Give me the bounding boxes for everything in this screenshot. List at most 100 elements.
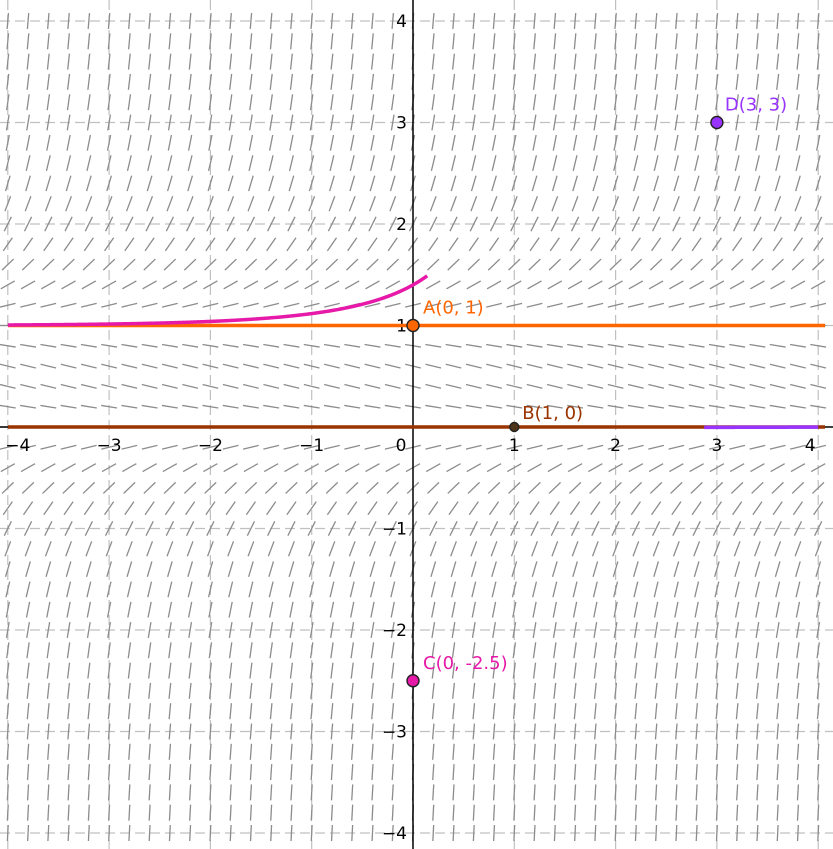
slope-segment <box>470 195 478 212</box>
slope-segment <box>161 404 178 409</box>
slope-segment <box>187 581 193 598</box>
slope-segment <box>26 784 30 801</box>
slope-segment <box>329 175 335 192</box>
slope-segment <box>25 581 31 598</box>
slope-segment <box>511 175 518 192</box>
slope-segment <box>776 12 779 30</box>
point-C[interactable] <box>406 674 420 688</box>
slope-segment <box>85 541 93 557</box>
slope-segment <box>87 94 91 111</box>
point-B[interactable] <box>509 421 520 433</box>
slope-segment <box>46 622 51 638</box>
slope-segment <box>269 703 273 720</box>
slope-segment <box>432 824 435 842</box>
slope-segment <box>736 824 739 842</box>
slope-segment <box>80 383 97 389</box>
slope-segment <box>284 280 299 290</box>
slope-segment <box>164 237 175 252</box>
slope-segment <box>249 12 253 30</box>
slope-segment <box>594 804 597 821</box>
slope-segment <box>370 73 375 90</box>
slope-segment <box>472 642 476 659</box>
slope-segment <box>26 73 30 90</box>
slope-segment <box>269 114 274 131</box>
slope-segment <box>303 363 320 369</box>
slope-segment <box>472 764 475 781</box>
slope-segment <box>148 703 152 720</box>
slope-segment <box>471 601 476 618</box>
slope-segment <box>202 383 219 389</box>
slope-segment <box>370 682 374 699</box>
slope-segment <box>753 541 761 557</box>
slope-segment <box>391 824 394 842</box>
slope-segment <box>326 237 338 252</box>
slope-segment <box>344 444 361 450</box>
slope-segment <box>674 114 679 131</box>
slope-segment <box>228 134 233 151</box>
slope-segment <box>108 824 111 842</box>
slope-segment <box>810 383 827 389</box>
slope-segment <box>101 404 118 409</box>
slope-segment <box>573 723 577 740</box>
slope-segment <box>349 175 356 192</box>
slope-segment <box>145 521 154 536</box>
slope-segment <box>127 642 132 659</box>
slope-segment <box>451 622 456 638</box>
slope-segment <box>451 134 456 151</box>
slope-segment <box>208 682 212 699</box>
slope-segment <box>168 784 172 801</box>
slope-segment <box>101 463 117 473</box>
slope-segment <box>40 383 57 389</box>
slope-segment <box>612 175 619 192</box>
slope-segment <box>44 521 53 536</box>
slope-segment <box>248 561 254 577</box>
slope-segment <box>385 280 401 290</box>
slope-segment <box>286 237 297 252</box>
slope-segment <box>330 764 334 781</box>
slope-segment <box>816 622 821 638</box>
slope-segment <box>61 463 76 473</box>
point-A[interactable] <box>406 318 420 333</box>
slope-segment <box>630 501 641 516</box>
slope-segment <box>168 703 172 720</box>
slope-segment <box>229 73 233 90</box>
slope-segment <box>734 581 740 598</box>
slope-segment <box>695 662 699 679</box>
slope-segment <box>817 784 820 801</box>
point-D[interactable] <box>710 115 724 130</box>
slope-segment <box>790 280 806 290</box>
slope-segment <box>65 541 73 557</box>
slope-segment <box>345 481 359 494</box>
slope-segment <box>791 481 805 494</box>
slope-segment <box>60 444 77 450</box>
slope-segment <box>573 784 577 801</box>
x-tick-label: 4 <box>805 436 816 456</box>
slope-segment <box>775 94 780 111</box>
slope-segment <box>671 237 682 252</box>
slope-segment <box>167 581 173 598</box>
slope-segment <box>734 561 741 577</box>
slope-segment <box>390 622 395 638</box>
slope-segment <box>815 561 822 577</box>
slope-segment <box>492 94 496 111</box>
slope-segment <box>431 662 435 679</box>
slope-segment <box>752 501 763 516</box>
slope-segment <box>769 404 786 409</box>
slope-segment <box>105 195 113 212</box>
slope-segment <box>47 764 50 781</box>
slope-segment <box>269 682 273 699</box>
slope-segment <box>121 383 138 389</box>
slope-segment <box>486 343 503 348</box>
slope-segment <box>249 743 253 760</box>
slope-segment <box>128 804 131 821</box>
slope-segment <box>572 134 578 151</box>
slope-segment <box>80 444 97 450</box>
slope-segment <box>389 541 397 557</box>
slope-segment <box>445 343 462 348</box>
slope-segment <box>668 404 685 409</box>
slope-segment <box>67 764 70 781</box>
slope-segment <box>141 444 158 450</box>
slope-segment <box>512 723 516 740</box>
slope-segment <box>531 541 538 557</box>
slope-segment <box>167 601 173 618</box>
